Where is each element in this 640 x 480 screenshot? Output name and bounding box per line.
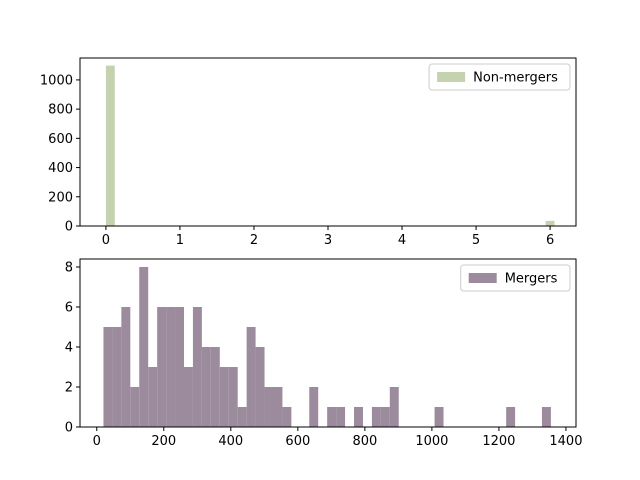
bottom-histogram-bar-4 [139,267,149,427]
bottom-histogram-bar-27 [389,387,399,427]
bottom-legend-swatch [468,273,497,283]
bottom-histogram-bar-14 [228,367,238,427]
bottom-x-tick-label-7: 1400 [549,434,582,449]
bottom-histogram-bar-19 [273,387,283,427]
bottom-histogram-bar-9 [183,367,193,427]
bottom-histogram-bar-29 [506,407,516,427]
bottom-histogram-bar-17 [255,347,265,427]
top-histogram-bar-0 [105,65,115,226]
bottom-legend-box [460,264,571,292]
bottom-histogram-bar-7 [166,307,176,427]
top-x-tick-label-6: 6 [546,233,554,248]
top-histogram-panel: 0 1 2 3 4 5 6 0 200 400 600 800 1000 Non-mergers [40,57,577,248]
bottom-histogram-bar-1 [112,327,122,427]
top-x-tick-label-3: 3 [324,233,332,248]
bottom-histogram-bar-18 [264,387,274,427]
bottom-x-tick-label-4: 800 [352,434,377,449]
bottom-x-tick-label-3: 600 [285,434,310,449]
bottom-histogram-bar-15 [237,407,247,427]
top-x-tick-label-5: 5 [472,233,480,248]
top-y-tick-label-5: 1000 [40,73,73,88]
bottom-histogram-bar-13 [219,367,229,427]
bottom-y-tick-label-1: 2 [65,381,73,396]
bottom-legend-label: Mergers [505,272,558,287]
top-y-tick-label-3: 600 [48,132,73,147]
bottom-y-tick-label-4: 8 [65,261,73,276]
top-histogram-bar-6 [545,220,555,226]
bottom-histogram-bar-28 [434,407,444,427]
bottom-histogram-bar-12 [210,347,220,427]
bottom-histogram-bar-20 [282,407,292,427]
bottom-histogram-bar-8 [175,307,184,427]
bottom-y-tick-label-3: 6 [65,301,73,316]
bottom-x-tick-label-1: 200 [151,434,176,449]
top-x-tick-label-2: 2 [250,233,258,248]
top-y-tick-label-1: 200 [48,190,73,205]
top-legend-label: Non-mergers [473,71,558,86]
bottom-axes-frame [79,258,577,428]
bottom-x-tick-label-6: 1200 [482,434,515,449]
bottom-histogram-bar-2 [121,307,131,427]
bottom-histogram-bar-10 [192,307,202,427]
top-y-tick-label-4: 800 [48,103,73,118]
top-x-tick-label-4: 4 [398,233,406,248]
top-x-tick-label-0: 0 [102,233,110,248]
top-legend-box [428,63,571,91]
bottom-y-tick-label-2: 4 [65,341,73,356]
bottom-y-tick-label-0: 0 [65,421,73,436]
bottom-histogram-bar-3 [130,387,140,427]
bottom-histogram-bar-26 [380,407,390,427]
bottom-histogram-bar-25 [371,407,381,427]
bottom-x-tick-label-2: 400 [218,434,243,449]
bottom-histogram-bar-22 [327,407,337,427]
top-x-tick-label-1: 1 [176,233,184,248]
bottom-histogram-bar-30 [541,407,551,427]
top-legend-swatch [437,72,466,82]
bottom-histogram-bar-11 [201,347,211,427]
bottom-x-tick-label-0: 0 [93,434,101,449]
bottom-histogram-bar-23 [336,407,346,427]
bottom-histogram-panel: 0 200 400 600 800 1000 1200 1400 0 2 4 6 8 Mergers [65,258,582,449]
bottom-histogram-bar-21 [309,387,319,427]
bottom-histogram-bar-24 [354,407,363,427]
top-y-tick-label-0: 0 [65,220,73,235]
bottom-histogram-bar-0 [103,327,113,427]
bottom-histogram-bar-5 [148,367,158,427]
top-y-tick-label-2: 400 [48,161,73,176]
bottom-histogram-bar-16 [246,327,256,427]
bottom-x-tick-label-5: 1000 [415,434,448,449]
bottom-histogram-bar-6 [157,307,167,427]
